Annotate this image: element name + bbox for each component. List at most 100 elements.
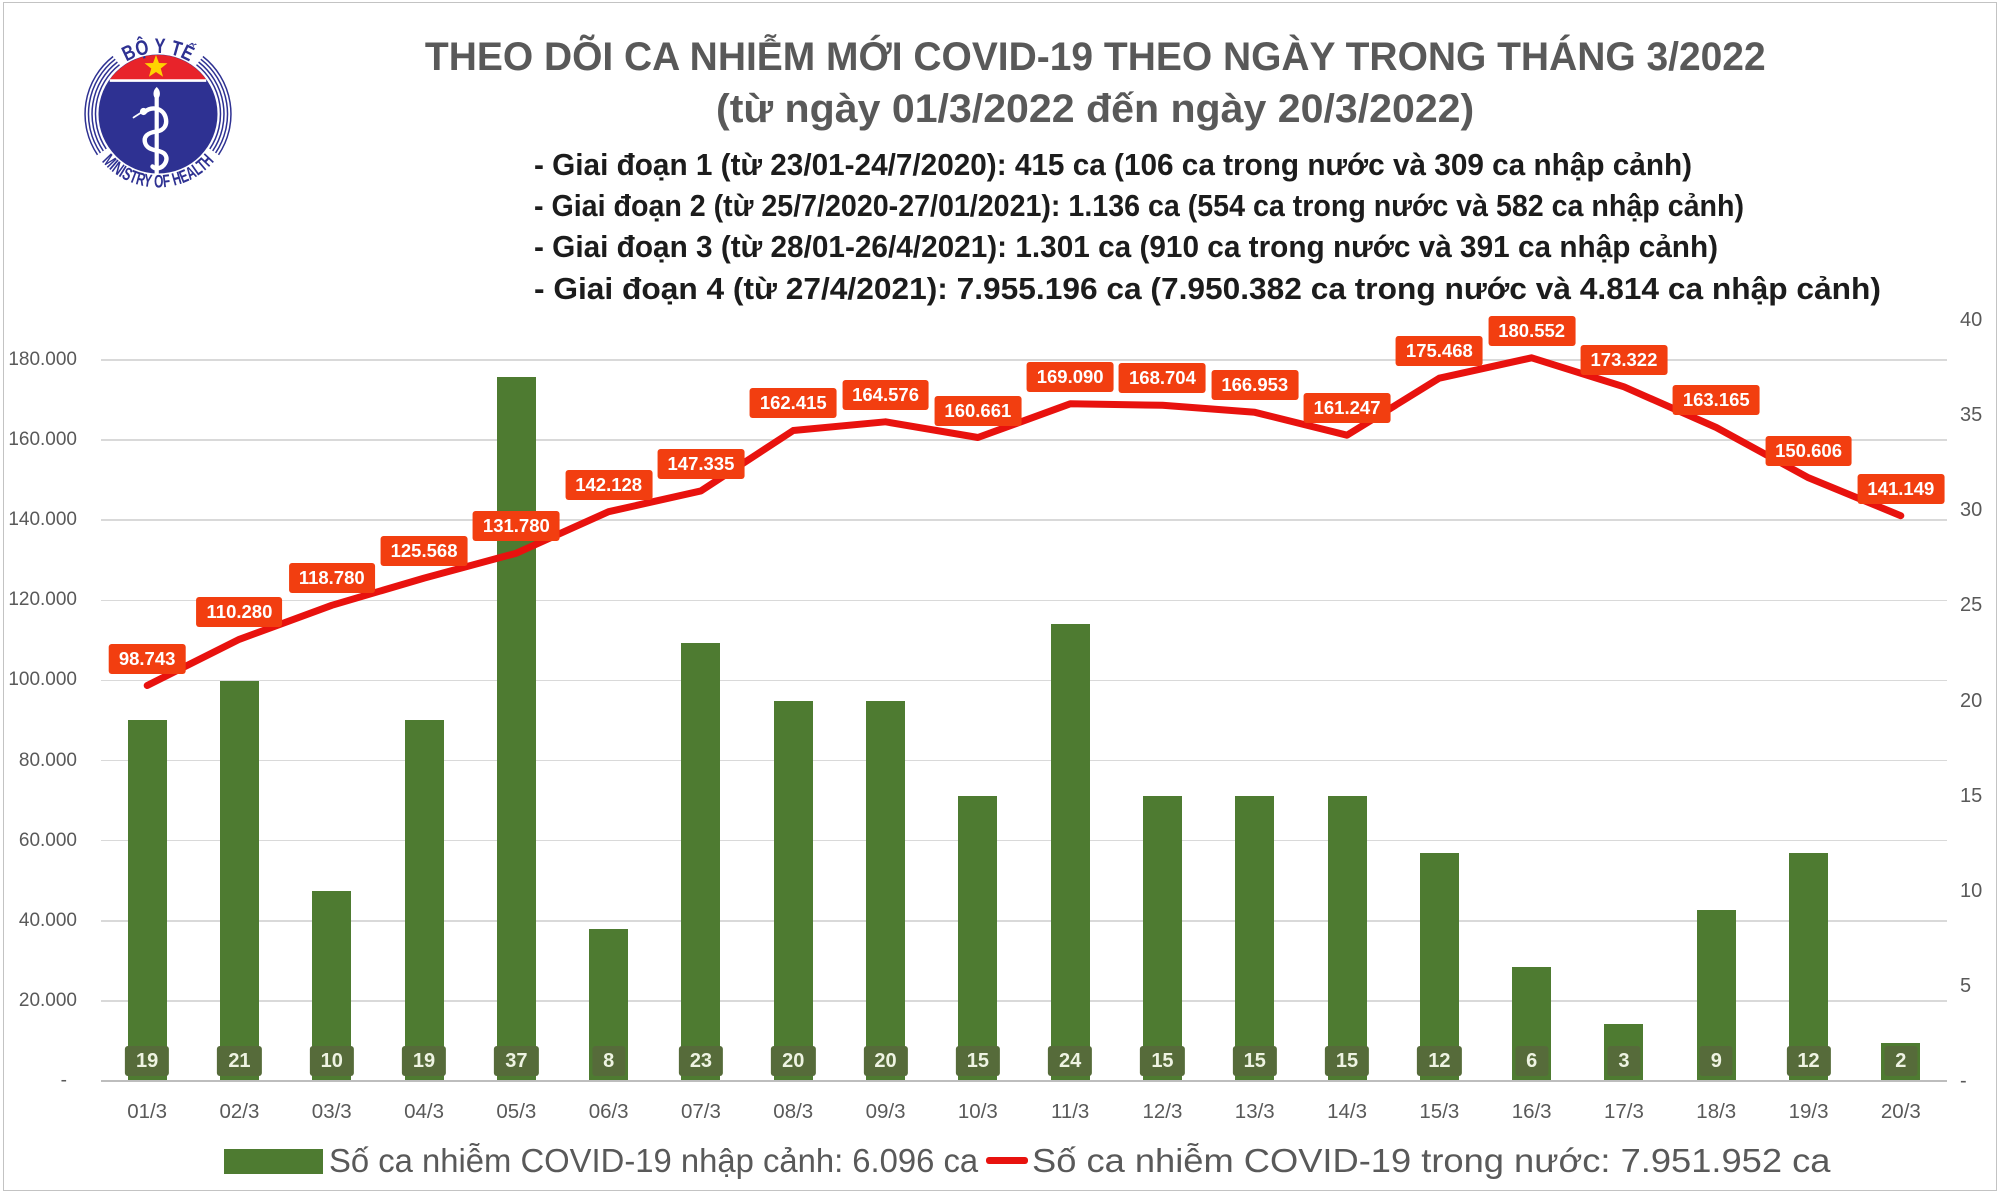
- bar: [773, 700, 813, 1080]
- x-axis-tick: 07/3: [680, 1100, 721, 1123]
- phase-4-note: - Giai đoạn 4 (từ 27/4/2021): 7.955.196 …: [534, 271, 1881, 306]
- y-axis-tick-left: 40.000: [18, 909, 77, 931]
- line-point-label: 150.606: [1765, 435, 1852, 466]
- x-axis-tick: 10/3: [957, 1100, 998, 1123]
- gridline: [101, 759, 1947, 762]
- x-axis-tick: 01/3: [127, 1100, 168, 1123]
- line-point-label: 160.661: [934, 395, 1022, 426]
- gridline: [101, 839, 1947, 842]
- legend-line-label: Số ca nhiễm COVID-19 trong nước: 7.951.9…: [1032, 1142, 1831, 1179]
- y-axis-tick-right: 5: [1960, 974, 1972, 997]
- bar: [1789, 852, 1829, 1080]
- y-axis-tick-right: 40: [1960, 309, 1983, 331]
- bar-value-label: 21: [217, 1046, 262, 1076]
- bar-value-label: 12: [1417, 1046, 1462, 1076]
- phase-2-note: - Giai đoạn 2 (từ 25/7/2020-27/01/2021):…: [534, 188, 1745, 223]
- logo-side-arc: [87, 58, 116, 154]
- y-axis-tick-left: 160.000: [8, 429, 77, 451]
- bar-value-label: 6: [1515, 1046, 1549, 1076]
- y-axis-tick-left: 180.000: [8, 349, 77, 371]
- bar-value-label: 12: [1786, 1046, 1831, 1076]
- bar-value-label: 19: [125, 1046, 170, 1076]
- logo-side-arc: [91, 61, 118, 152]
- x-axis-tick: 05/3: [496, 1100, 537, 1123]
- y-axis-tick-right: 10: [1960, 879, 1983, 902]
- x-axis-tick: 03/3: [311, 1100, 352, 1123]
- phase-3-note: - Giai đoạn 3 (từ 28/01-26/4/2021): 1.30…: [534, 229, 1719, 264]
- line-point-label: 142.128: [565, 469, 653, 500]
- bar-value-label: 37: [494, 1046, 539, 1076]
- bar-value-label: 15: [955, 1046, 1000, 1076]
- x-axis-tick: 16/3: [1511, 1100, 1552, 1123]
- logo-side-arc: [202, 55, 232, 156]
- bar: [958, 795, 998, 1080]
- y-axis-tick-left: 60.000: [18, 829, 77, 851]
- logo-star: [144, 55, 168, 77]
- bar-value-label: 20: [863, 1046, 908, 1076]
- x-axis-tick: 12/3: [1142, 1100, 1183, 1123]
- line-path: [143, 354, 1905, 689]
- gridline: [101, 439, 1947, 441]
- line-point-label: 166.953: [1211, 370, 1299, 401]
- y-axis-tick-right: 20: [1960, 689, 1983, 712]
- y-axis-tick-right: 15: [1960, 784, 1983, 807]
- bar-value-label: 2: [1884, 1046, 1918, 1076]
- bar: [404, 719, 444, 1080]
- logo-side-arc: [200, 58, 229, 154]
- bar-value-label: 15: [1324, 1046, 1370, 1076]
- logo-side-arcs: [84, 55, 232, 156]
- logo-side-arc: [196, 64, 222, 150]
- x-axis-tick: 09/3: [865, 1100, 906, 1123]
- line-point-label: 98.743: [108, 643, 186, 674]
- bar: [496, 377, 536, 1080]
- page-border: [3, 2, 1997, 1191]
- x-axis-tick: 08/3: [773, 1100, 814, 1123]
- gridline: [101, 519, 1947, 522]
- line-point-label: 161.247: [1303, 393, 1391, 424]
- bar-value-label: 9: [1699, 1046, 1733, 1076]
- logo-side-arc: [84, 55, 114, 156]
- bar: [127, 719, 167, 1080]
- line-point-label: 163.165: [1672, 385, 1760, 416]
- bar: [1235, 795, 1275, 1080]
- y-axis-tick-left: 140.000: [8, 509, 77, 531]
- x-axis-tick: 19/3: [1788, 1100, 1829, 1123]
- logo-rod-of-asclepius: [132, 86, 169, 176]
- bar: [681, 643, 721, 1080]
- gridline: [101, 599, 1947, 602]
- bar: [1142, 795, 1182, 1080]
- line-point-label: 118.780: [288, 563, 375, 594]
- y-axis-tick-right: 35: [1960, 404, 1983, 427]
- y-axis-tick-left: 80.000: [18, 749, 77, 771]
- x-axis-tick: 13/3: [1234, 1100, 1275, 1123]
- x-axis-tick: 18/3: [1696, 1100, 1737, 1123]
- line-point-label: 131.780: [472, 511, 560, 542]
- line-point-label: 180.552: [1488, 315, 1576, 346]
- x-axis-line: [101, 1080, 1947, 1082]
- bar: [1050, 624, 1090, 1080]
- line-point-label: 162.415: [749, 388, 837, 419]
- bar-value-label: 15: [1140, 1046, 1185, 1076]
- legend-line-swatch: [986, 1157, 1028, 1164]
- x-axis-tick: 17/3: [1603, 1100, 1644, 1123]
- line-point-label: 169.090: [1026, 361, 1114, 392]
- y-axis-tick-right: -: [1960, 1070, 1967, 1092]
- bar: [866, 700, 906, 1080]
- bar-value-label: 10: [309, 1046, 354, 1076]
- bar: [1327, 795, 1367, 1080]
- line-point-label: 173.322: [1580, 344, 1668, 375]
- x-axis-tick: 15/3: [1419, 1100, 1460, 1123]
- x-axis-tick: 20/3: [1880, 1100, 1921, 1123]
- bar-value-label: 24: [1048, 1046, 1093, 1076]
- gridline: [101, 919, 1947, 922]
- x-axis-tick: 11/3: [1050, 1100, 1090, 1123]
- bar-value-label: 20: [771, 1046, 816, 1076]
- bar-value-label: 15: [1232, 1046, 1277, 1076]
- line-point-label: 164.576: [842, 379, 929, 410]
- y-axis-tick-right: 25: [1960, 594, 1983, 617]
- line-point-label: 175.468: [1395, 336, 1483, 367]
- line-point-label: 141.149: [1857, 473, 1945, 504]
- bar-value-label: 23: [678, 1046, 724, 1076]
